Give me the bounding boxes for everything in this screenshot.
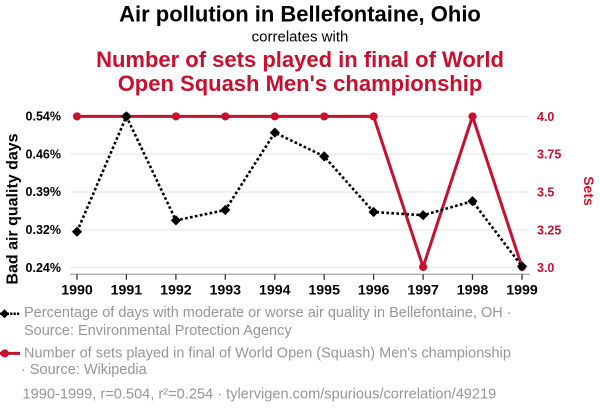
svg-text:3.25: 3.25 [537,223,561,237]
svg-text:Air pollution in Bellefontaine: Air pollution in Bellefontaine, Ohio [119,1,481,26]
svg-text:correlates with: correlates with [252,29,349,46]
svg-text:0.24%: 0.24% [26,261,61,275]
svg-text:1995: 1995 [308,282,340,298]
svg-text:Number of sets played in final: Number of sets played in final of World [96,47,504,72]
svg-text:1999: 1999 [506,282,538,298]
svg-text:1991: 1991 [111,282,143,298]
svg-text:Number of sets played in final: Number of sets played in final of World … [24,346,511,362]
svg-text:3.0: 3.0 [537,261,554,275]
svg-text:Source: Environmental Protecti: Source: Environmental Protection Agency [24,323,292,339]
svg-text:0.46%: 0.46% [26,147,61,161]
svg-text:Sets: Sets [581,176,597,206]
svg-text:0.39%: 0.39% [26,185,61,199]
svg-text:1990-1999, r=0.504, r²=0.254 ·: 1990-1999, r=0.504, r²=0.254 · tylervige… [23,387,497,403]
svg-text:1997: 1997 [407,282,439,298]
svg-text:3.5: 3.5 [537,186,554,200]
svg-text:1993: 1993 [210,282,242,298]
svg-text:Percentage of days with modera: Percentage of days with moderate or wors… [24,305,512,321]
svg-text:Open Squash Men's championship: Open Squash Men's championship [118,71,483,96]
svg-text:1998: 1998 [457,282,489,298]
svg-text:1996: 1996 [358,282,390,298]
svg-text:1992: 1992 [160,282,192,298]
svg-text:0.54%: 0.54% [26,110,61,124]
svg-text:0.32%: 0.32% [26,223,61,237]
svg-text:1990: 1990 [61,282,93,298]
svg-text:Bad air quality days: Bad air quality days [5,133,22,284]
svg-text:4.0: 4.0 [537,110,554,124]
svg-text:1994: 1994 [259,282,291,298]
svg-text:3.75: 3.75 [537,148,561,162]
svg-text:· Source: Wikipedia: · Source: Wikipedia [21,362,148,378]
